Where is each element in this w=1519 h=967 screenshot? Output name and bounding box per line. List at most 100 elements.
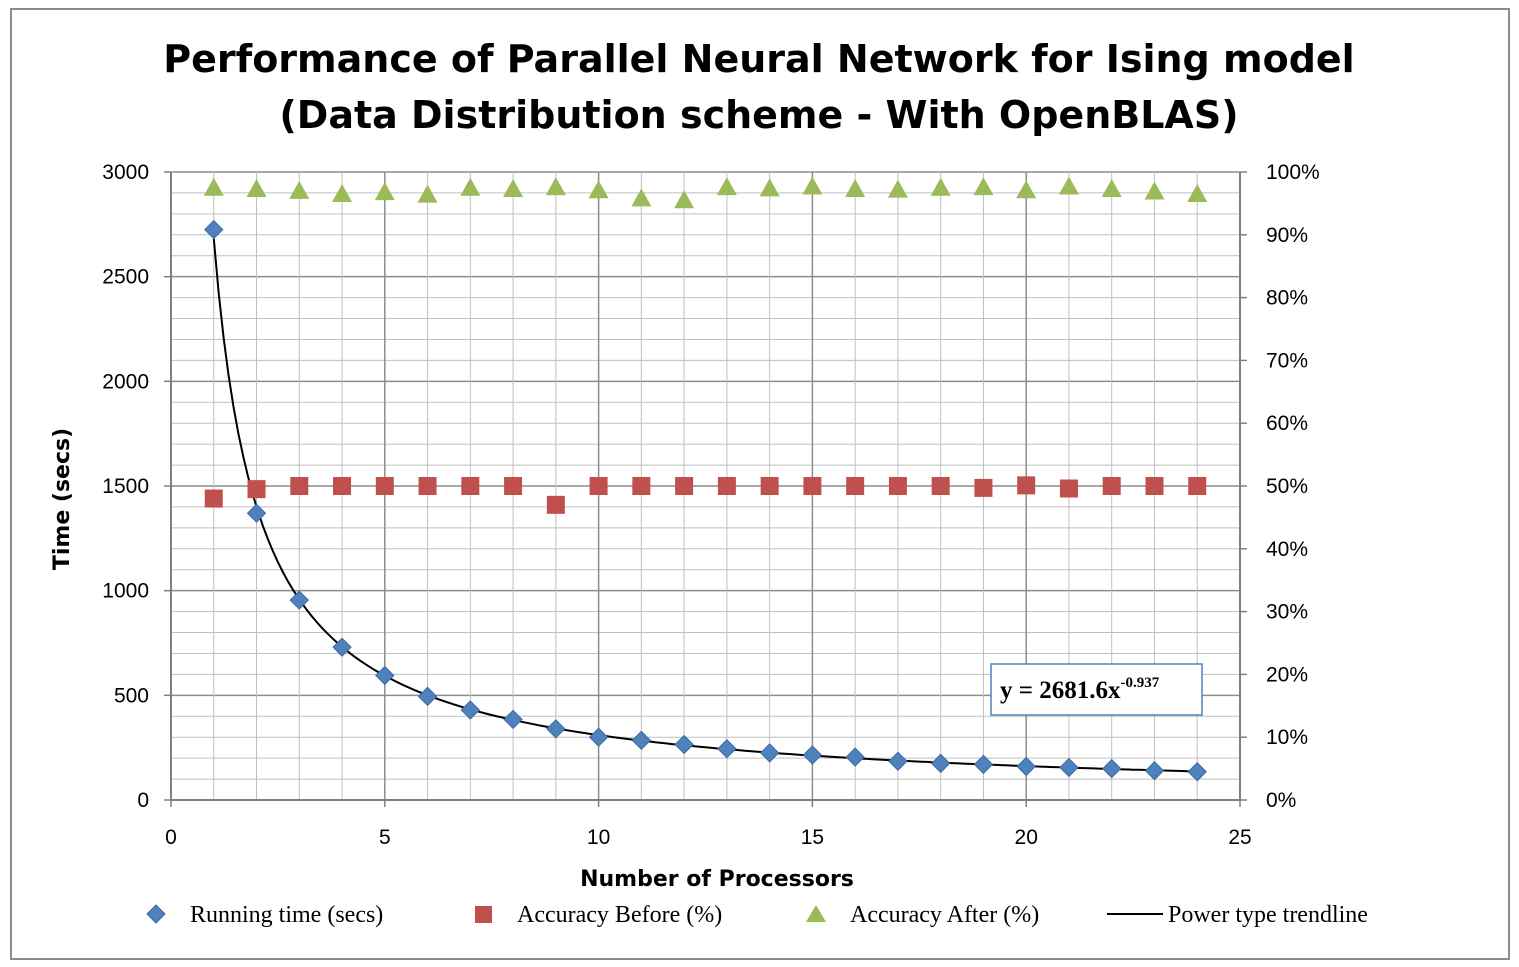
legend-item-accuracy-before: Accuracy Before (%) (475, 902, 722, 928)
legend-square-marker (475, 906, 492, 923)
accuracy-before-point (504, 477, 523, 495)
running-time-point (973, 754, 994, 775)
running-time-point (888, 751, 908, 771)
y2-tick-label: 60% (1266, 412, 1308, 435)
accuracy-after-point (674, 190, 695, 209)
running-time-point (332, 637, 352, 657)
accuracy-before-point (589, 477, 608, 495)
accuracy-after-point (246, 178, 267, 197)
running-time-point (930, 753, 951, 774)
accuracy-after-point (1144, 181, 1165, 200)
running-time-point (588, 727, 609, 747)
chart-title-line-2: (Data Distribution scheme - With OpenBLA… (279, 93, 1238, 137)
x-tick-label: 25 (1228, 826, 1251, 849)
accuracy-before-point (1188, 477, 1207, 495)
running-time-point (246, 503, 267, 523)
legend-label-accuracy-before: Accuracy Before (%) (517, 902, 722, 928)
y2-tick-label: 90% (1266, 224, 1308, 247)
running-time-point (759, 743, 780, 763)
running-time-point (289, 590, 309, 610)
accuracy-after-point (588, 180, 609, 199)
running-time-point (631, 730, 652, 751)
accuracy-before-point (717, 477, 736, 495)
legend-label-trendline: Power type trendline (1168, 902, 1368, 928)
accuracy-after-point (1058, 176, 1079, 195)
y2-tick-label: 50% (1266, 475, 1308, 498)
legend-label-running-time: Running time (secs) (190, 902, 383, 928)
equation-exponent: -0.937 (1121, 675, 1160, 691)
x-tick-label: 15 (801, 826, 824, 849)
accuracy-before-point (974, 478, 993, 497)
chart-title-line-1: Performance of Parallel Neural Network f… (163, 37, 1354, 81)
y-tick-label: 2500 (102, 266, 149, 289)
accuracy-after-point (716, 177, 737, 196)
accuracy-after-point (503, 178, 524, 197)
accuracy-after-point (332, 183, 353, 202)
accuracy-before-point (461, 477, 480, 495)
accuracy-before-point (247, 480, 266, 499)
y2-tick-label: 70% (1266, 349, 1308, 372)
running-time-point (1059, 757, 1079, 778)
accuracy-after-point (802, 176, 823, 195)
accuracy-after-point (460, 177, 481, 196)
equation-base: y = 2681.6x (1000, 677, 1121, 704)
legend-item-trendline: Power type trendline (1107, 902, 1368, 928)
accuracy-before-point (375, 477, 394, 495)
legend-triangle-marker (806, 905, 826, 922)
accuracy-before-point (418, 477, 437, 495)
legend: Running time (secs) Accuracy Before (%) … (146, 902, 1368, 928)
accuracy-before-point (1102, 477, 1121, 495)
running-time-point (503, 709, 523, 730)
accuracy-after-point (417, 184, 438, 203)
x-tick-label: 10 (587, 826, 610, 849)
trendline-equation-box: y = 2681.6x-0.937 (990, 663, 1203, 716)
y2-tick-label: 10% (1266, 726, 1308, 749)
accuracy-before-point (1145, 477, 1164, 495)
trendline-equation: y = 2681.6x-0.937 (1000, 675, 1160, 704)
data-marks (203, 176, 1208, 782)
accuracy-before-point (333, 477, 352, 495)
accuracy-before-point (760, 477, 779, 495)
legend-item-running-time: Running time (secs) (146, 902, 383, 928)
x-tick-label: 20 (1015, 826, 1038, 849)
y-tick-label: 1000 (102, 580, 149, 603)
accuracy-before-point (1017, 476, 1036, 495)
series-square-group (204, 476, 1207, 514)
accuracy-after-point (930, 177, 951, 196)
accuracy-after-point (1187, 183, 1208, 202)
y2-tick-label: 0% (1266, 789, 1296, 812)
accuracy-after-point (203, 177, 224, 196)
accuracy-after-point (631, 188, 652, 207)
running-time-point (204, 219, 224, 240)
y-axis-title: Time (secs) (50, 428, 75, 570)
running-time-point (1144, 760, 1165, 781)
y-tick-label: 0 (137, 789, 149, 812)
accuracy-before-point (632, 477, 651, 495)
accuracy-before-point (846, 477, 865, 495)
accuracy-before-point (204, 489, 223, 508)
y-tick-label: 3000 (102, 161, 149, 184)
accuracy-after-point (759, 178, 780, 197)
running-time-point (674, 734, 694, 755)
accuracy-after-point (845, 178, 866, 197)
x-axis-title: Number of Processors (580, 867, 854, 892)
accuracy-after-point (545, 177, 566, 196)
running-time-point (1016, 756, 1036, 777)
accuracy-after-point (887, 179, 908, 198)
running-time-point (1187, 762, 1207, 782)
running-time-point (1102, 758, 1122, 779)
accuracy-after-point (1016, 180, 1037, 199)
accuracy-before-point (931, 477, 950, 495)
running-time-point (417, 686, 438, 707)
running-time-point (802, 745, 823, 765)
y-tick-label: 500 (114, 684, 149, 707)
accuracy-after-point (374, 182, 395, 201)
y2-tick-label: 20% (1266, 663, 1308, 686)
accuracy-before-point (546, 495, 565, 514)
accuracy-after-point (1101, 178, 1122, 197)
y-tick-label: 1500 (102, 475, 149, 498)
accuracy-before-point (1059, 479, 1078, 498)
x-tick-label: 0 (165, 826, 177, 849)
running-time-point (717, 739, 737, 759)
